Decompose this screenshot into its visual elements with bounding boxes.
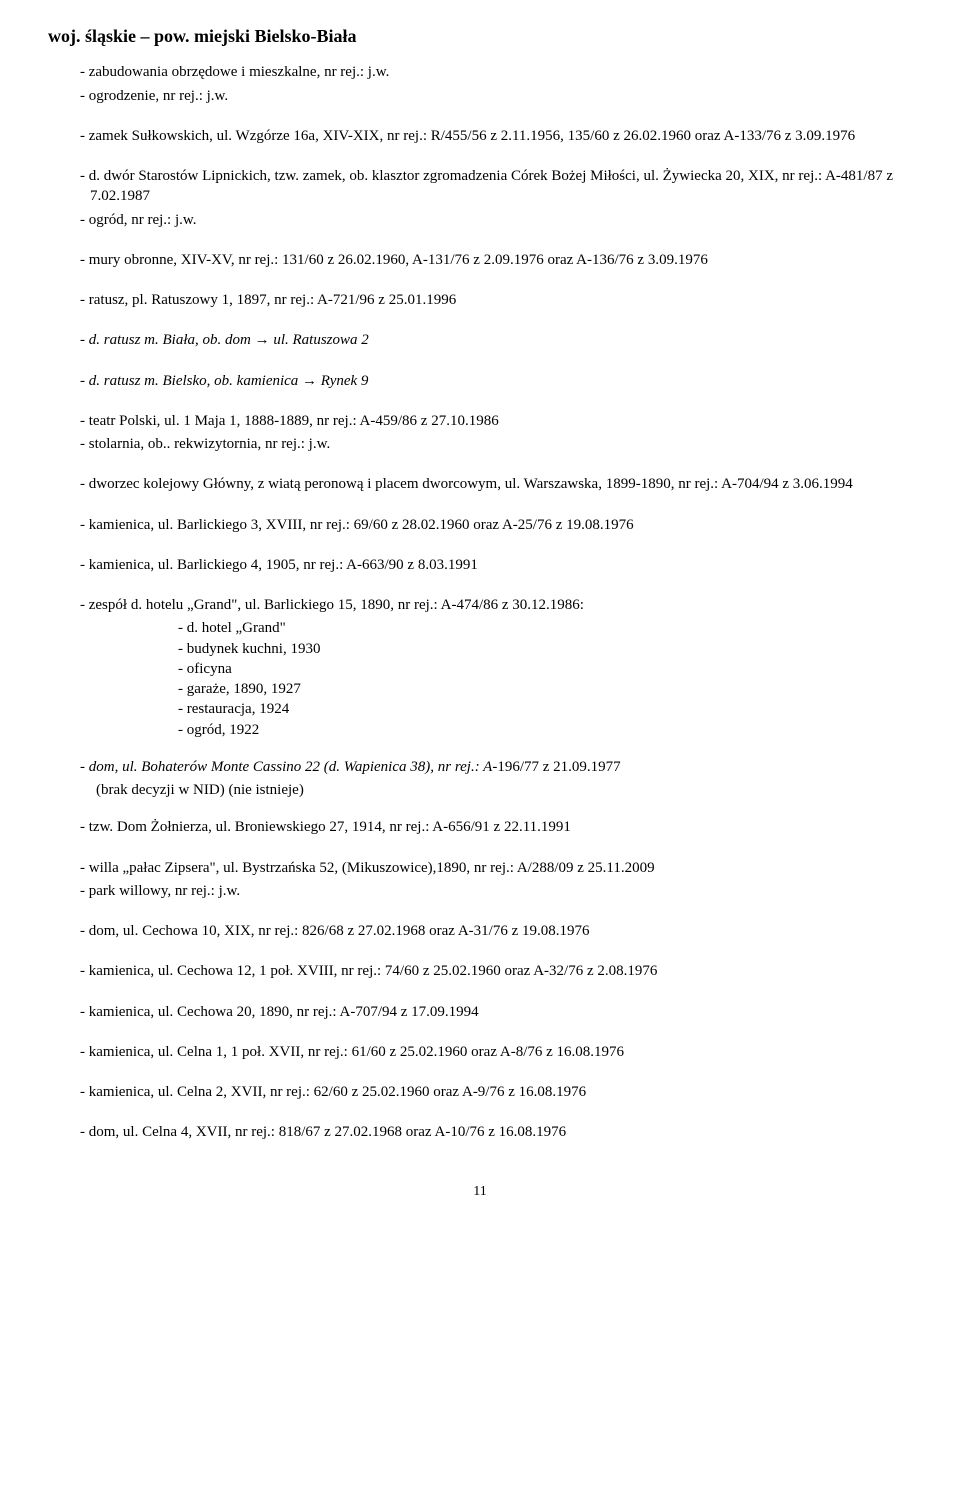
entry: - dom, ul. Bohaterów Monte Cassino 22 (d…: [80, 757, 912, 777]
document-body: - zabudowania obrzędowe i mieszkalne, nr…: [48, 62, 912, 1142]
entry: - d. dwór Starostów Lipnickich, tzw. zam…: [80, 166, 912, 207]
entry: - kamienica, ul. Cechowa 12, 1 poł. XVII…: [80, 961, 912, 981]
entry: - ratusz, pl. Ratuszowy 1, 1897, nr rej.…: [80, 290, 912, 310]
entry: - willa „pałac Zipsera", ul. Bystrzańska…: [80, 858, 912, 878]
nested-entry: - garaże, 1890, 1927: [178, 679, 912, 699]
entry: - dom, ul. Cechowa 10, XIX, nr rej.: 826…: [80, 921, 912, 941]
nested-entry: - ogród, 1922: [178, 720, 912, 740]
entry: - d. ratusz m. Bielsko, ob. kamienica → …: [80, 371, 912, 391]
nested-entry: - budynek kuchni, 1930: [178, 639, 912, 659]
entry: - dworzec kolejowy Główny, z wiatą peron…: [80, 474, 912, 494]
entry: - tzw. Dom Żołnierza, ul. Broniewskiego …: [80, 817, 912, 837]
entry: - mury obronne, XIV-XV, nr rej.: 131/60 …: [80, 250, 912, 270]
page-number: 11: [48, 1183, 912, 1202]
entry: - kamienica, ul. Cechowa 20, 1890, nr re…: [80, 1002, 912, 1022]
entry: (brak decyzji w NID) (nie istnieje): [96, 780, 912, 800]
region-heading: woj. śląskie – pow. miejski Bielsko-Biał…: [48, 24, 912, 48]
entry: - zespół d. hotelu „Grand", ul. Barlicki…: [80, 595, 912, 615]
entry: - kamienica, ul. Celna 2, XVII, nr rej.:…: [80, 1082, 912, 1102]
entry: - d. ratusz m. Biała, ob. dom → ul. Ratu…: [80, 330, 912, 350]
entry: - park willowy, nr rej.: j.w.: [80, 881, 912, 901]
entry: - teatr Polski, ul. 1 Maja 1, 1888-1889,…: [80, 411, 912, 431]
nested-entry: - oficyna: [178, 659, 912, 679]
entry: - zabudowania obrzędowe i mieszkalne, nr…: [80, 62, 912, 82]
entry: - kamienica, ul. Barlickiego 3, XVIII, n…: [80, 515, 912, 535]
entry: - kamienica, ul. Barlickiego 4, 1905, nr…: [80, 555, 912, 575]
entry: - ogród, nr rej.: j.w.: [80, 210, 912, 230]
entry: - stolarnia, ob.. rekwizytornia, nr rej.…: [80, 434, 912, 454]
nested-entry: - restauracja, 1924: [178, 699, 912, 719]
entry: - ogrodzenie, nr rej.: j.w.: [80, 86, 912, 106]
nested-entry: - d. hotel „Grand": [178, 618, 912, 638]
entry: - kamienica, ul. Celna 1, 1 poł. XVII, n…: [80, 1042, 912, 1062]
entry: - zamek Sułkowskich, ul. Wzgórze 16a, XI…: [80, 126, 912, 146]
entry: - dom, ul. Celna 4, XVII, nr rej.: 818/6…: [80, 1122, 912, 1142]
